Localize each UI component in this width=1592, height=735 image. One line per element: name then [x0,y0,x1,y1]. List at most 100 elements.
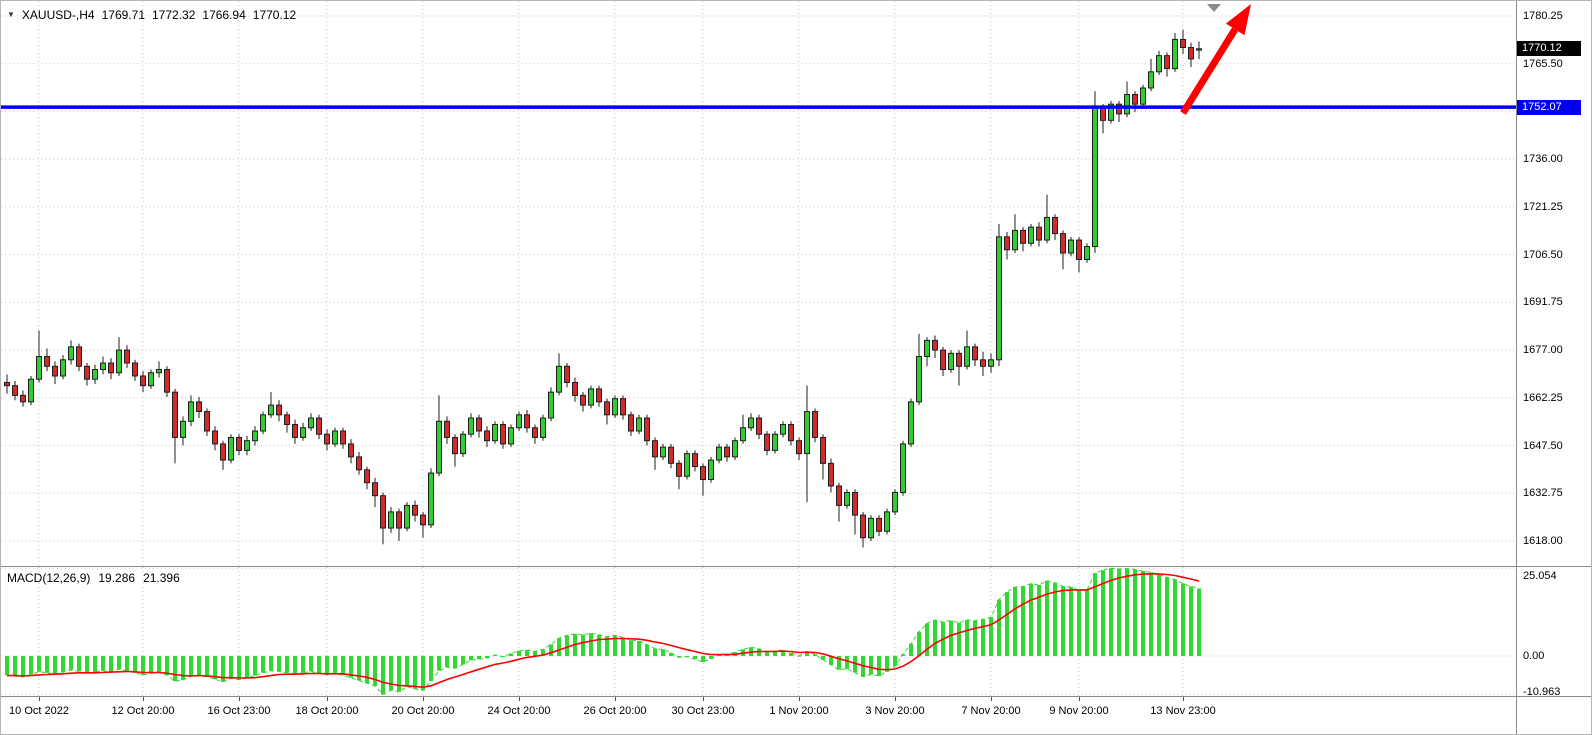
price-axis-separator [1516,1,1517,734]
candle [652,440,658,458]
macd-histogram-bar [365,656,369,684]
macd-histogram-bar [1133,569,1137,656]
candle [100,362,106,371]
candle [140,375,146,387]
macd-histogram-bar [509,653,513,656]
macd-histogram-bar [677,656,681,658]
ohlc-close-value: 1770.12 [252,8,297,22]
macd-histogram-bar [181,656,185,680]
candle [428,472,434,526]
candle [380,495,386,529]
macd-histogram-bar [285,656,289,673]
candle [68,346,74,361]
candle [500,424,506,445]
macd-histogram-bar [781,650,785,656]
macd-histogram-bar [437,656,441,671]
macd-histogram-bar [1005,591,1009,656]
candle [132,362,138,377]
macd-histogram-bar [357,656,361,681]
macd-histogram-bar [645,644,649,656]
macd-histogram-bar [877,656,881,676]
macd-histogram-bar [933,619,937,656]
trend-arrow-shaft[interactable] [1180,27,1238,115]
chart-shift-marker-icon[interactable] [1207,4,1221,12]
pane-separator-main-macd[interactable] [1,566,1591,567]
time-axis-tick [143,697,144,701]
macd-histogram-bar [549,644,553,656]
candle [1028,226,1034,244]
candle [156,369,162,374]
candle [836,485,842,506]
macd-histogram-bar [805,651,809,656]
candle [772,433,778,451]
trend-arrow-head[interactable] [1225,4,1251,36]
macd-histogram-bar [205,656,209,677]
candle [444,420,450,438]
macd-histogram-bar [533,651,537,656]
macd-histogram-bar [829,656,833,665]
candle [1076,239,1082,260]
macd-histogram-bar [453,656,457,669]
macd-histogram-bar [557,638,561,656]
macd-histogram-bar [1053,582,1057,656]
candle [628,414,634,432]
candle [372,482,378,497]
candle [20,394,26,403]
candle [788,424,794,442]
candle [316,417,322,435]
candle [844,491,850,506]
candle [860,514,866,539]
macd-histogram-bar [517,650,521,656]
time-axis-label: 9 Nov 20:00 [1049,705,1109,717]
candle [1116,103,1122,115]
candle [804,411,810,455]
ohlc-open-value: 1769.71 [101,8,145,22]
macd-indicator-canvas[interactable] [1,567,1516,696]
time-axis-label: 26 Oct 20:00 [583,705,647,717]
macd-histogram-bar [69,656,73,670]
time-axis-label: 30 Oct 23:00 [671,705,735,717]
macd-histogram-bar [949,620,953,656]
macd-histogram-bar [1197,588,1201,656]
price-axis-label: 1632.75 [1523,487,1563,500]
candle [92,369,98,380]
macd-histogram-bar [381,656,385,695]
candle [172,391,178,438]
ohlc-low-value: 1766.94 [202,8,246,22]
macd-histogram-bar [893,656,897,667]
candle [244,440,250,451]
price-axis-label: 1736.00 [1523,153,1563,166]
macd-histogram-bar [405,656,409,687]
candle [948,352,954,371]
candle [900,443,906,493]
candle [1148,71,1154,89]
time-axis-tick [799,697,800,701]
candle [468,417,474,435]
macd-histogram-bar [1109,568,1113,656]
macd-histogram-bar [581,634,585,656]
candle [924,339,930,358]
macd-histogram-bar [269,656,273,671]
hline-price-badge: 1752.07 [1517,99,1581,115]
price-chart-canvas[interactable] [1,1,1516,567]
candle [1108,103,1114,121]
macd-histogram-bar [1181,583,1185,656]
candle [660,446,666,458]
macd-histogram-bar [245,656,249,678]
macd-histogram-bar [773,650,777,656]
candle [1164,55,1170,70]
candle [396,511,402,529]
macd-histogram-bar [669,652,673,656]
candle [4,381,10,387]
macd-histogram-bar [141,656,145,675]
candle [572,381,578,396]
candle [932,339,938,351]
macd-histogram-bar [613,635,617,656]
macd-histogram-bar [29,656,33,675]
symbol-dropdown-icon[interactable]: ▼ [7,10,15,19]
macd-histogram-bar [293,656,297,675]
macd-histogram-bar [525,650,529,656]
candle [556,365,562,393]
candle [1012,229,1018,251]
